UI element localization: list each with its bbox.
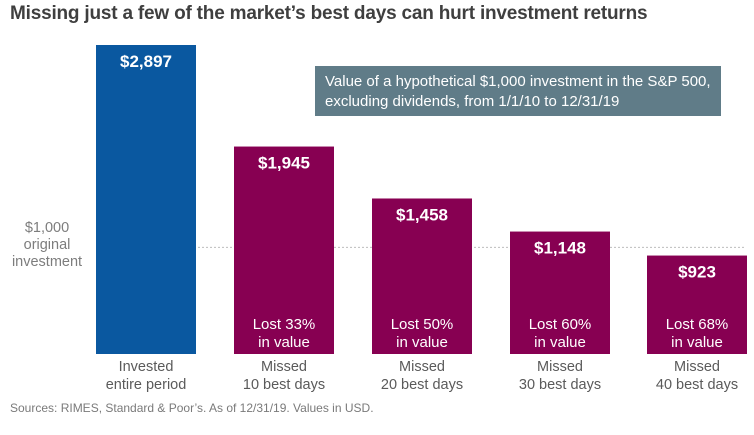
- bar: [234, 146, 334, 354]
- x-tick-label-line2: 20 best days: [380, 377, 464, 393]
- loss-label: Lost 60%: [529, 316, 592, 333]
- loss-label: Lost 68%: [666, 316, 729, 333]
- bar: [647, 255, 747, 354]
- x-tick-label-line1: Invested: [118, 359, 174, 375]
- x-tick-label: Invested entire period: [76, 358, 216, 394]
- x-tick-label: Missed 20 best days: [352, 358, 492, 394]
- bar-value-label: $1,945: [258, 154, 310, 173]
- bar-value-label: $1,458: [396, 205, 448, 224]
- bar: [96, 45, 196, 354]
- x-tick-label: Missed 10 best days: [214, 358, 354, 394]
- x-tick-label-line1: Missed: [674, 359, 720, 375]
- x-tick-label-line2: entire period: [105, 377, 187, 393]
- sources-footnote: Sources: RIMES, Standard & Poor’s. As of…: [10, 401, 374, 415]
- chart-note-line1: Value of a hypothetical $1,000 investmen…: [325, 73, 711, 90]
- loss-label: in value: [258, 334, 310, 351]
- loss-label: in value: [396, 334, 448, 351]
- bar-value-label: $2,897: [120, 52, 172, 71]
- x-tick-label-line1: Missed: [261, 359, 307, 375]
- bar: [372, 198, 472, 354]
- chart-note-line2: excluding dividends, from 1/1/10 to 12/3…: [325, 93, 620, 110]
- bar-value-label: $923: [678, 263, 716, 282]
- reference-label: $1,000 original investment: [0, 220, 94, 271]
- x-tick-label: Missed 40 best days: [627, 358, 754, 394]
- loss-label: Lost 50%: [391, 316, 454, 333]
- x-tick-label: Missed 30 best days: [490, 358, 630, 394]
- loss-label: in value: [534, 334, 586, 351]
- chart-title: Missing just a few of the market’s best …: [10, 3, 648, 24]
- x-tick-label-line2: 40 best days: [655, 377, 739, 393]
- x-tick-label-line1: Missed: [537, 359, 583, 375]
- bar: [510, 231, 610, 354]
- x-tick-label-line2: 10 best days: [242, 377, 326, 393]
- bar-value-label: $1,148: [534, 239, 586, 258]
- reference-label-value: $1,000: [24, 220, 70, 236]
- x-tick-label-line1: Missed: [399, 359, 445, 375]
- reference-label-line3: investment: [11, 254, 83, 270]
- x-tick-label-line2: 30 best days: [518, 377, 602, 393]
- loss-label: in value: [671, 334, 723, 351]
- chart-note-box: Value of a hypothetical $1,000 investmen…: [315, 66, 721, 116]
- loss-label: Lost 33%: [253, 316, 316, 333]
- reference-label-line2: original: [23, 237, 71, 253]
